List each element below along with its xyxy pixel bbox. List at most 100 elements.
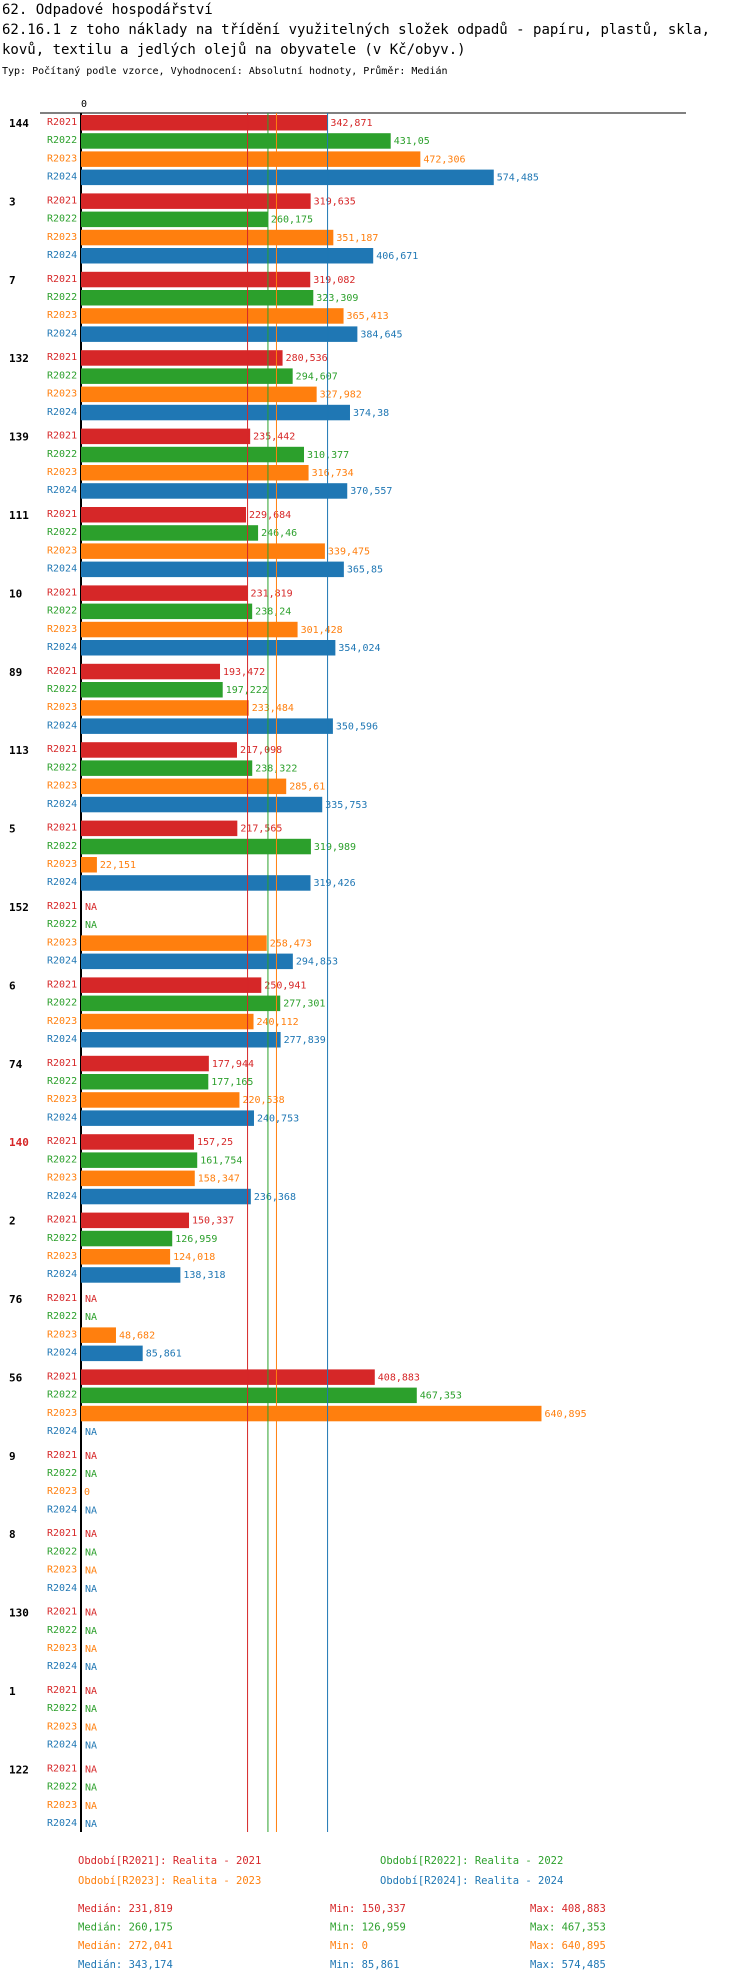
data-label: 197,222 <box>226 685 268 696</box>
category-label: 139 <box>9 431 29 444</box>
bar <box>81 1249 171 1265</box>
data-label: 124,018 <box>173 1252 215 1263</box>
series-label: R2021 <box>47 1763 77 1774</box>
bar <box>81 428 251 445</box>
bar <box>81 308 344 324</box>
series-label: R2022 <box>47 449 77 460</box>
series-label: R2023 <box>47 1329 77 1340</box>
bar <box>81 682 223 698</box>
data-label: NA <box>85 1801 97 1812</box>
bar <box>81 507 247 523</box>
series-label: R2022 <box>47 606 77 617</box>
bar <box>81 561 344 578</box>
bar <box>81 1345 143 1362</box>
bar <box>81 820 238 837</box>
data-label: 231,819 <box>251 588 293 599</box>
data-label: 370,557 <box>350 486 392 497</box>
data-label: NA <box>85 1819 97 1830</box>
series-label: R2021 <box>47 1215 77 1226</box>
bar <box>81 193 311 209</box>
bar <box>81 483 348 499</box>
category-label: 132 <box>9 352 29 365</box>
series-label: R2022 <box>47 370 77 381</box>
data-label: 229,684 <box>249 510 291 521</box>
data-label: NA <box>85 1427 97 1438</box>
series-label: R2024 <box>47 1034 77 1045</box>
data-label: 85,861 <box>146 1349 182 1360</box>
data-label: 294,607 <box>296 371 338 382</box>
category-label: 74 <box>9 1058 23 1071</box>
data-label: NA <box>85 1644 97 1655</box>
category-label: 89 <box>9 666 22 679</box>
bar <box>81 404 350 421</box>
data-label: 327,982 <box>320 390 362 401</box>
series-label: R2022 <box>47 1390 77 1401</box>
chart-title: 62.16.1 z toho náklady na třídění využit… <box>2 22 711 58</box>
series-label: R2023 <box>47 1408 77 1419</box>
series-label: R2024 <box>47 1740 77 1751</box>
data-label: 335,753 <box>325 800 367 811</box>
bar <box>81 621 298 638</box>
bar <box>81 1230 173 1247</box>
series-label: R2022 <box>47 1076 77 1087</box>
data-label: 301,428 <box>301 625 343 636</box>
bar <box>81 133 391 149</box>
bar <box>81 1055 209 1072</box>
series-label: R2021 <box>47 274 77 285</box>
series-label: R2021 <box>47 1685 77 1696</box>
series-label: R2021 <box>47 823 77 834</box>
bar <box>81 663 221 680</box>
series-label: R2024 <box>47 407 77 418</box>
series-label: R2021 <box>47 1450 77 1461</box>
series-label: R2021 <box>47 744 77 755</box>
bar <box>81 543 325 559</box>
bar <box>81 1369 375 1385</box>
summary-max: Max: 408,883 <box>530 1903 606 1915</box>
category-label: 3 <box>9 195 16 208</box>
series-label: R2023 <box>47 781 77 792</box>
bar <box>81 326 358 342</box>
data-label: 310,377 <box>307 450 349 461</box>
series-label: R2024 <box>47 1426 77 1437</box>
data-label: NA <box>85 1451 97 1462</box>
series-label: R2022 <box>47 1154 77 1165</box>
series-label: R2021 <box>47 1136 77 1147</box>
bar <box>81 585 248 601</box>
series-label: R2022 <box>47 1311 77 1322</box>
bar <box>81 953 293 970</box>
series-label: R2022 <box>47 841 77 852</box>
bar <box>81 1188 251 1205</box>
series-label: R2021 <box>47 431 77 442</box>
data-label: 316,734 <box>312 468 354 479</box>
category-label: 6 <box>9 979 16 992</box>
bar <box>81 271 311 288</box>
summary-median: Medián: 272,041 <box>78 1940 173 1952</box>
category-label: 122 <box>9 1763 29 1776</box>
data-label: 235,442 <box>253 432 295 443</box>
bar <box>81 977 262 993</box>
series-label: R2021 <box>47 666 77 677</box>
series-label: R2023 <box>47 389 77 400</box>
series-label: R2024 <box>47 956 77 967</box>
series-label: R2023 <box>47 1251 77 1262</box>
data-label: 150,337 <box>192 1216 234 1227</box>
data-label: 238,24 <box>255 607 291 618</box>
bar <box>81 760 253 776</box>
series-label: R2024 <box>47 564 77 575</box>
series-label: R2024 <box>47 1191 77 1202</box>
data-label: 157,25 <box>197 1137 233 1148</box>
summary-max: Max: 467,353 <box>530 1922 606 1934</box>
data-label: NA <box>85 1662 97 1673</box>
legend-entry: Období[R2022]: Realita - 2022 <box>380 1855 563 1867</box>
bar <box>81 778 287 795</box>
summary-min: Min: 126,959 <box>330 1922 406 1934</box>
bar <box>81 1032 281 1048</box>
category-label: 130 <box>9 1607 29 1620</box>
data-label: NA <box>85 1764 97 1775</box>
summary-median: Medián: 231,819 <box>78 1903 173 1915</box>
series-label: R2023 <box>47 1565 77 1576</box>
bar <box>81 115 328 131</box>
bar <box>81 290 314 306</box>
data-label: NA <box>85 1626 97 1637</box>
